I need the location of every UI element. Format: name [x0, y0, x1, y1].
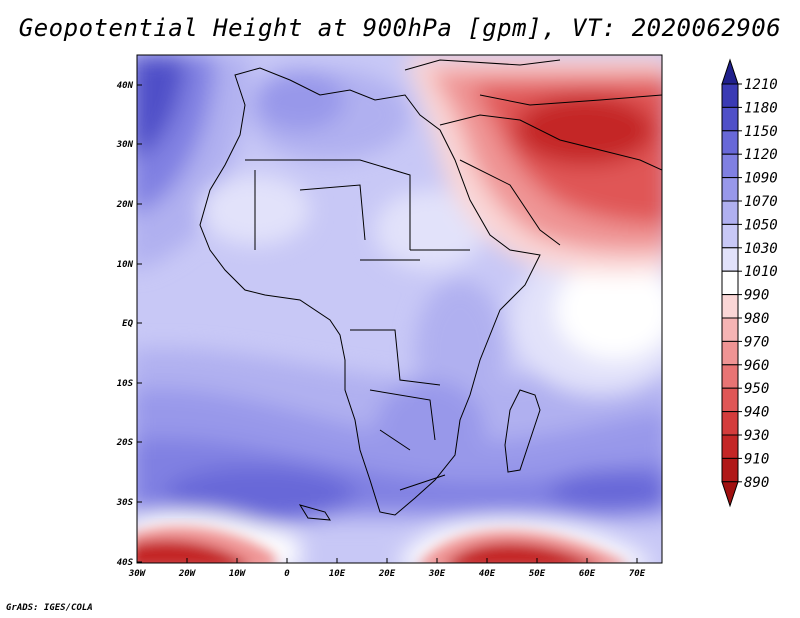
map-frame — [136, 54, 663, 564]
lon-label: 70E — [629, 569, 646, 579]
colorbar-level-label: 1210 — [744, 77, 778, 93]
colorbar-level-label: 1050 — [744, 217, 778, 233]
coastlines — [199, 59, 662, 521]
map-title: Geopotential Height at 900hPa [gpm], VT:… — [18, 14, 782, 42]
colorbar-level-label: 1120 — [744, 147, 778, 163]
colorbar-swatch — [721, 83, 739, 108]
colorbar-level-label: 970 — [744, 334, 769, 350]
lon-label: 50E — [529, 569, 546, 579]
colorbar-level-label: 1180 — [744, 100, 778, 116]
lat-label: 40S — [117, 558, 134, 568]
colorbar-swatch — [721, 177, 739, 202]
colorbar-level-label: 1090 — [744, 171, 778, 187]
colorbar-swatch — [721, 364, 739, 389]
lat-label: 20S — [116, 438, 134, 448]
colorbar-level-label: 1070 — [744, 194, 778, 210]
lon-label: 20E — [378, 569, 396, 579]
lon-label: 60E — [579, 569, 596, 579]
colorbar-level-label: 950 — [744, 381, 769, 397]
colorbar-swatch — [721, 457, 739, 483]
lon-label: 10W — [229, 569, 247, 579]
colorbar-level-label: 1010 — [744, 264, 778, 280]
colorbar-level-label: 960 — [744, 358, 769, 374]
colorbar-level-label: 910 — [744, 451, 769, 467]
colorbar-swatch — [721, 387, 739, 413]
lon-label: 10E — [329, 569, 346, 579]
lon-label: 30E — [428, 569, 446, 579]
colorbar-level-label: 990 — [744, 288, 769, 304]
colorbar-level-label: 1030 — [744, 241, 778, 257]
lon-label: 20W — [178, 569, 197, 579]
colorbar-level-label: 930 — [744, 428, 769, 444]
colorbar-level-label: 980 — [744, 311, 769, 327]
lat-label: 40N — [117, 81, 134, 91]
lon-label: 0 — [284, 569, 290, 579]
colorbar-swatch — [721, 223, 739, 249]
lat-label: 30S — [116, 498, 134, 508]
lon-label: 40E — [479, 569, 496, 579]
colorbar-swatch — [721, 270, 739, 296]
colorbar-swatch — [721, 294, 739, 319]
lon-label: 30W — [128, 569, 147, 579]
colorbar-level-label: 890 — [744, 475, 769, 491]
colorbar-swatch — [721, 317, 739, 342]
colorbar-swatch — [721, 434, 739, 459]
lat-label: EQ — [122, 319, 133, 329]
colorbar-swatch — [721, 130, 739, 155]
grads-credit: GrADS: IGES/COLA — [6, 603, 93, 613]
colorbar-swatch — [721, 340, 739, 366]
colorbar-swatch — [721, 153, 739, 179]
colorbar-level-label: 940 — [744, 405, 769, 421]
lat-label: 20N — [116, 200, 134, 210]
lat-label: 10N — [117, 260, 134, 270]
colorbar-swatch — [721, 106, 739, 132]
lat-label: 10S — [117, 379, 134, 389]
colorbar-top-triangle — [721, 58, 739, 85]
colorbar-swatch — [721, 247, 739, 272]
colorbar-level-label: 1150 — [744, 124, 778, 140]
colorbar-swatch — [721, 411, 739, 436]
colorbar-bottom-triangle — [721, 481, 739, 508]
colorbar-swatch — [721, 200, 739, 225]
height-field — [137, 55, 662, 563]
lat-label: 30N — [116, 140, 134, 150]
colorbar: 1210 1180 1150 1120 1090 1070 1050 1030 1010 990 9… — [721, 58, 778, 508]
